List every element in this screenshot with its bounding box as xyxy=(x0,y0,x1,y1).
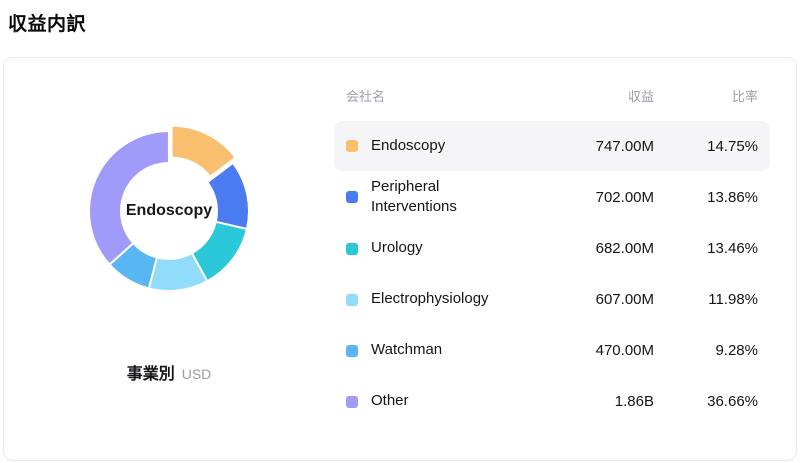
ratio-value: 11.98% xyxy=(708,291,758,308)
donut-chart[interactable]: Endoscopy xyxy=(74,116,264,306)
revenue-value: 607.00M xyxy=(595,291,654,308)
column-header-ratio: 比率 xyxy=(731,89,758,104)
table-row-watchman[interactable]: Watchman 470.00M 9.28% xyxy=(334,326,770,376)
table-row-urology[interactable]: Urology 682.00M 13.46% xyxy=(334,224,770,274)
ratio-value: 13.86% xyxy=(707,188,758,206)
ratio-value: 9.28% xyxy=(715,342,758,359)
donut-svg xyxy=(88,124,250,292)
ratio-value: 36.66% xyxy=(707,393,758,410)
series-color-swatch xyxy=(346,242,358,255)
row-name-cell: Urology xyxy=(346,238,534,258)
series-name: Other xyxy=(371,392,409,410)
series-name: Endoscopy xyxy=(371,136,446,154)
series-color-swatch xyxy=(346,395,358,408)
chart-section: Endoscopy 事業別 USD xyxy=(4,58,334,460)
revenue-value: 682.00M xyxy=(595,240,654,257)
table-row-peripheral-interventions[interactable]: Peripheral Interventions 702.00M 13.86% xyxy=(334,172,770,223)
chart-caption-label: 事業別 xyxy=(126,366,175,383)
chart-caption-unit: USD xyxy=(181,366,212,382)
series-name: Electrophysiology xyxy=(371,290,489,308)
row-name-cell: Watchman xyxy=(346,340,534,360)
table-row-electrophysiology[interactable]: Electrophysiology 607.00M 11.98% xyxy=(334,275,770,325)
legend-table: 会社名 収益 比率 Endoscopy 747.00M 14.75% Perip… xyxy=(334,58,796,460)
ratio-value: 13.46% xyxy=(707,240,758,257)
donut-slice-other[interactable] xyxy=(88,130,170,266)
revenue-value: 470.00M xyxy=(595,342,654,359)
series-color-swatch xyxy=(346,293,358,306)
table-row-endoscopy[interactable]: Endoscopy 747.00M 14.75% xyxy=(334,121,770,171)
series-name: Peripheral Interventions xyxy=(371,178,457,216)
column-header-name: 会社名 xyxy=(346,89,386,104)
chart-caption: 事業別 USD xyxy=(127,360,212,384)
table-header-row: 会社名 収益 比率 xyxy=(334,86,770,121)
revenue-value: 1.86B xyxy=(614,393,654,410)
row-name-cell: Peripheral Interventions xyxy=(346,177,534,218)
page-title: 収益内訳 xyxy=(8,14,87,35)
series-color-swatch xyxy=(346,140,358,152)
row-name-cell: Endoscopy xyxy=(346,136,534,156)
revenue-value: 702.00M xyxy=(595,188,654,206)
column-header-revenue: 収益 xyxy=(627,89,654,104)
series-color-swatch xyxy=(346,191,358,204)
revenue-value: 747.00M xyxy=(595,137,654,155)
series-name: Urology xyxy=(371,239,423,257)
donut-slice-endoscopy[interactable] xyxy=(170,124,237,178)
table-row-other[interactable]: Other 1.86B 36.66% xyxy=(334,377,770,427)
ratio-value: 14.75% xyxy=(707,137,758,155)
series-color-swatch xyxy=(346,344,358,357)
row-name-cell: Electrophysiology xyxy=(346,289,534,309)
series-name: Watchman xyxy=(371,341,443,359)
revenue-card: Endoscopy 事業別 USD 会社名 収益 比率 Endoscopy 74… xyxy=(3,57,797,461)
row-name-cell: Other xyxy=(346,391,534,411)
